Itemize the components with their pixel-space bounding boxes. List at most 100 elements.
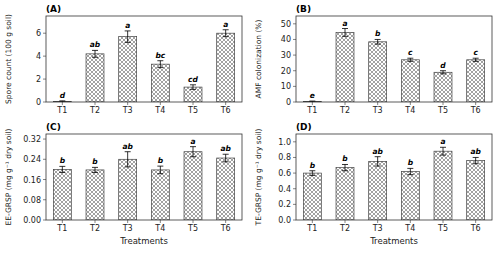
- x-tick: [62, 220, 63, 223]
- bar: [86, 170, 104, 220]
- error-bar: [375, 157, 381, 166]
- bar: [151, 170, 169, 220]
- error-bar: [190, 147, 196, 157]
- panel-label: (B): [296, 4, 311, 14]
- x-axis-label: Treatments: [369, 236, 418, 246]
- x-tick: [377, 220, 378, 223]
- y-tick: [43, 179, 46, 180]
- significance-label: b: [408, 158, 414, 167]
- y-tick: [43, 102, 46, 103]
- x-tick-label: T3: [372, 106, 383, 115]
- significance-label: e: [310, 91, 315, 100]
- x-tick-label: T5: [187, 106, 198, 115]
- significance-label: d: [440, 61, 446, 70]
- y-tick-label: 0.4: [278, 185, 291, 194]
- y-tick-label: 0.24: [23, 155, 41, 164]
- significance-label: a: [342, 19, 347, 28]
- panel-label: (C): [46, 122, 61, 132]
- error-bar: [342, 164, 348, 170]
- bar: [184, 152, 202, 220]
- y-tick-label: 4: [36, 52, 41, 61]
- marks: [53, 30, 234, 102]
- y-tick-label: 0.8: [278, 153, 291, 162]
- error-bar: [473, 157, 479, 163]
- error-bar: [190, 85, 196, 90]
- y-tick-label: 30: [281, 51, 291, 60]
- x-tick: [225, 220, 226, 223]
- bar: [467, 60, 485, 102]
- x-tick: [127, 220, 128, 223]
- y-tick: [43, 79, 46, 80]
- significance-label: ab: [90, 40, 101, 49]
- panel: 0.00.20.40.60.81.0T1T2T3T4T5T6bbabbaabTr…: [254, 122, 492, 246]
- x-tick-label: T6: [470, 106, 481, 115]
- significance-label: a: [190, 137, 195, 146]
- x-tick: [127, 102, 128, 105]
- y-axis-label: AMF colonization (%): [254, 20, 263, 99]
- y-tick-label: 20: [281, 67, 291, 76]
- x-tick: [95, 220, 96, 223]
- y-tick-label: 1.0: [278, 138, 291, 147]
- x-tick: [410, 102, 411, 105]
- error-bar: [407, 58, 413, 61]
- bar: [369, 42, 387, 102]
- bar: [217, 33, 235, 102]
- y-tick: [43, 139, 46, 140]
- plot-frame: [296, 134, 492, 220]
- panel: 01020304050T1T2T3T4T5T6eabcdcAMF coloniz…: [254, 4, 492, 115]
- bar: [119, 37, 137, 102]
- y-tick-label: 6: [36, 29, 41, 38]
- bar: [119, 159, 137, 220]
- y-tick-label: 50: [281, 20, 291, 29]
- x-tick: [475, 102, 476, 105]
- y-tick-label: 0: [286, 98, 291, 107]
- significance-label: ab: [470, 147, 481, 156]
- bar: [401, 60, 419, 102]
- x-tick: [95, 102, 96, 105]
- bar: [401, 172, 419, 220]
- error-bar: [223, 30, 229, 37]
- y-axis-label: TE-GRSP (mg g⁻¹ dry soil): [254, 129, 263, 227]
- y-tick: [293, 173, 296, 174]
- error-bar: [125, 152, 131, 167]
- y-tick-label: 0.6: [278, 169, 291, 178]
- y-tick: [293, 86, 296, 87]
- panel-label: (D): [296, 122, 312, 132]
- significance-label: d: [60, 91, 66, 100]
- x-tick-label: T4: [404, 106, 415, 115]
- bar: [303, 173, 321, 220]
- bar: [336, 168, 354, 220]
- x-tick-label: T4: [154, 224, 165, 233]
- x-tick-label: T5: [437, 106, 448, 115]
- x-tick: [225, 102, 226, 105]
- significance-label: ab: [220, 144, 231, 153]
- y-tick: [293, 23, 296, 24]
- x-tick: [345, 102, 346, 105]
- plot-frame: [296, 16, 492, 102]
- x-tick: [193, 220, 194, 223]
- panel: 0246T1T2T3T4T5T6dababccdaSpore count (10…: [4, 4, 242, 115]
- significance-label: c: [408, 48, 413, 57]
- x-tick-label: T2: [339, 224, 350, 233]
- y-axis-label: EE-GRSP (mg g⁻¹ dry soil): [4, 128, 13, 225]
- y-tick: [293, 102, 296, 103]
- error-bar: [473, 58, 479, 61]
- x-tick: [312, 102, 313, 105]
- significance-label: b: [60, 156, 66, 165]
- y-tick: [293, 70, 296, 71]
- significance-label: b: [342, 154, 348, 163]
- x-tick: [345, 220, 346, 223]
- bar: [151, 64, 169, 102]
- x-tick: [443, 102, 444, 105]
- significance-label: c: [473, 48, 478, 57]
- y-tick-label: 0: [36, 98, 41, 107]
- panel: 0.000.080.160.240.32T1T2T3T4T5T6bbabbaab…: [4, 122, 242, 246]
- x-tick-label: T1: [306, 106, 317, 115]
- bar: [217, 158, 235, 220]
- x-tick-label: T3: [372, 224, 383, 233]
- significance-label: b: [310, 161, 316, 170]
- y-axis-label: Spore count (100 g soil): [4, 14, 13, 104]
- error-bar: [342, 29, 348, 37]
- error-bar: [440, 71, 446, 74]
- x-tick: [475, 220, 476, 223]
